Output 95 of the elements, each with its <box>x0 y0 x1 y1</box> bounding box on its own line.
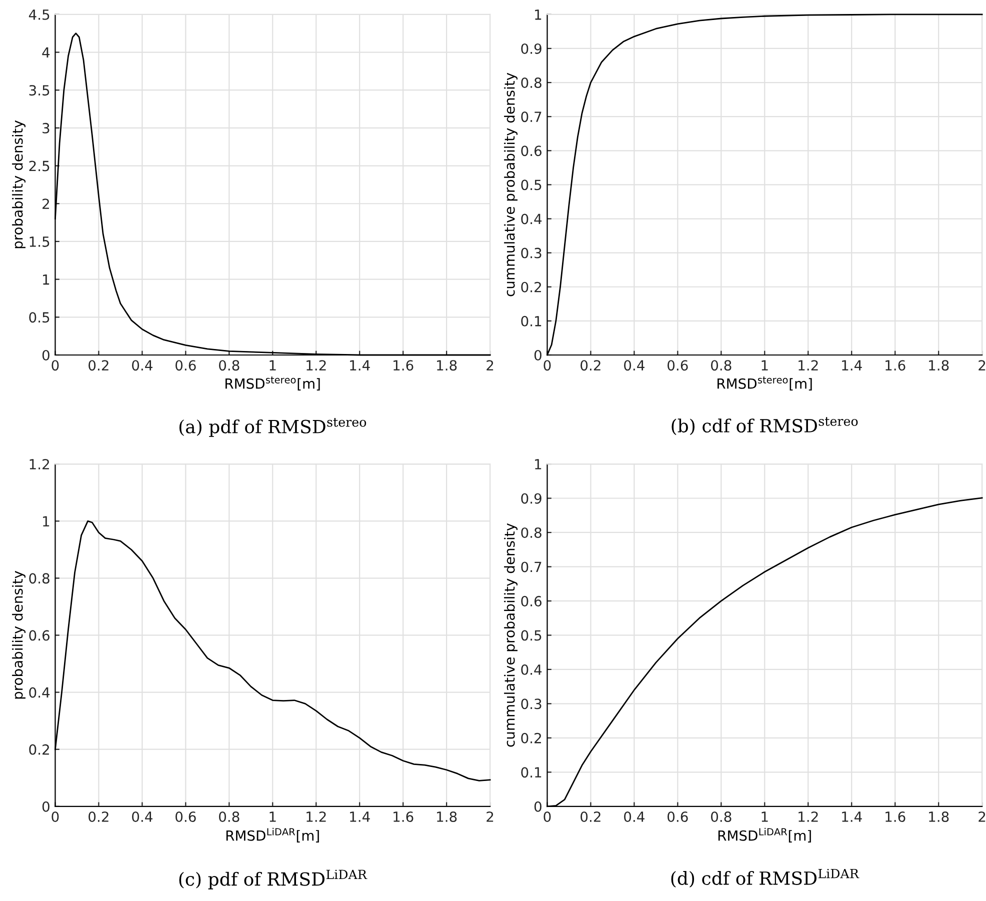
y-axis-title: cummulative probability density <box>504 523 518 747</box>
x-tick-label: 1.4 <box>350 812 370 822</box>
x-tick-label: 1.6 <box>394 812 414 822</box>
x-tick-label: 1.8 <box>929 360 949 371</box>
x-axis-title: RMSD$^{LiDAR}$[m] <box>226 828 319 842</box>
y-tick-label: 0.4 <box>521 214 542 224</box>
y-tick-label: 1 <box>535 459 542 470</box>
y-tick-label: 0 <box>534 801 542 812</box>
x-tick-label: 1.2 <box>306 812 326 822</box>
x-tick-label: 0 <box>52 360 59 371</box>
text: (b) cdf of RMSD$^{stereo}$ <box>672 417 858 436</box>
x-tick-label: 2 <box>978 360 986 370</box>
x-tick-label: 1.2 <box>798 812 818 822</box>
x-tick-label: 0.8 <box>219 812 240 822</box>
x-tick-label: 0.2 <box>580 812 600 822</box>
x-tick-label: 1.4 <box>842 360 862 370</box>
y-tick-label: 0.4 <box>521 664 542 675</box>
y-tick-label: 0.6 <box>521 146 542 156</box>
y-tick-label: 0.8 <box>521 527 542 538</box>
x-tick-label: 2 <box>486 360 494 370</box>
y-tick-label: 0.8 <box>521 78 542 88</box>
y-tick-label: 0.2 <box>29 744 49 755</box>
x-tick-label: 1 <box>762 360 768 370</box>
x-tick-label: 1.8 <box>929 812 949 822</box>
x-tick-label: 0.2 <box>88 360 108 371</box>
x-tick-label: 0.4 <box>132 812 152 822</box>
y-tick-label: 1.2 <box>30 458 49 470</box>
x-tick-label: 0.8 <box>219 360 240 371</box>
x-tick-label: 1 <box>762 812 768 822</box>
y-tick-label: 0.6 <box>521 596 542 606</box>
y-tick-label: 0.8 <box>29 573 50 584</box>
y-tick-label: 0.1 <box>521 316 542 326</box>
x-tick-label: 1 <box>270 812 276 822</box>
x-tick-label: 1.8 <box>437 360 457 371</box>
text: (a) pdf of RMSD$^{stereo}$ <box>179 418 366 437</box>
x-tick-label: 1.2 <box>306 360 326 370</box>
x-tick-label: 0.8 <box>711 360 732 371</box>
text: (d) cdf of RMSD$^{LiDAR}$ <box>671 868 860 888</box>
y-tick-label: 0.7 <box>521 562 542 572</box>
y-tick-label: 0.5 <box>521 630 542 641</box>
x-tick-label: 1.4 <box>350 360 370 370</box>
x-axis-title: RMSD$^{LiDAR}$[m] <box>718 828 811 842</box>
x-tick-label: 0 <box>544 812 551 822</box>
y-tick-label: 0 <box>534 350 542 360</box>
y-tick-label: 1 <box>535 10 542 20</box>
x-tick-label: 2 <box>978 812 986 822</box>
y-tick-label: 0.3 <box>521 248 542 258</box>
y-tick-label: 0.7 <box>521 112 542 122</box>
x-tick-label: 1.2 <box>798 360 818 370</box>
y-tick-label: 1 <box>43 516 50 526</box>
y-tick-label: 2 <box>42 198 49 209</box>
y-tick-label: 0.5 <box>521 180 542 190</box>
y-axis-title: cummulative probability density <box>504 72 518 296</box>
y-tick-label: 0.2 <box>521 282 541 292</box>
y-tick-label: 0.1 <box>521 767 542 778</box>
y-tick-label: 0.3 <box>521 698 542 710</box>
y-tick-label: 0.6 <box>29 630 50 641</box>
x-tick-label: 1 <box>270 360 276 370</box>
y-tick-label: 0.2 <box>521 732 541 744</box>
x-tick-label: 1.6 <box>394 360 414 371</box>
x-axis-title: RMSD$^{stereo}$[m] <box>226 376 320 390</box>
x-tick-label: 0.6 <box>176 360 196 371</box>
x-tick-label: 0.4 <box>132 360 152 371</box>
x-tick-label: 1.6 <box>886 812 906 822</box>
x-tick-label: 0.2 <box>88 812 108 822</box>
y-tick-label: 2.5 <box>29 160 50 172</box>
y-axis-title: probability density <box>12 570 26 699</box>
x-tick-label: 1.6 <box>886 360 906 371</box>
x-tick-label: 0.6 <box>668 812 688 822</box>
x-tick-label: 0 <box>52 812 59 822</box>
text: (c) pdf of RMSD$^{LiDAR}$ <box>179 870 368 890</box>
x-tick-label: 0.4 <box>624 360 644 371</box>
y-tick-label: 1.5 <box>30 236 50 247</box>
x-tick-label: 0.6 <box>176 812 196 822</box>
y-tick-label: 0.9 <box>521 43 542 54</box>
x-tick-label: 1.4 <box>842 812 862 822</box>
y-tick-label: 4 <box>42 47 50 58</box>
x-tick-label: 2 <box>486 812 494 822</box>
y-tick-label: 3 <box>42 122 50 134</box>
x-tick-label: 1.8 <box>437 812 457 822</box>
y-tick-label: 3.5 <box>29 85 50 96</box>
y-tick-label: 0.4 <box>29 687 50 698</box>
y-tick-label: 0.9 <box>521 493 542 504</box>
x-tick-label: 0.6 <box>668 360 688 371</box>
x-tick-label: 0 <box>544 360 551 371</box>
y-tick-label: 0 <box>42 801 50 812</box>
y-tick-label: 0 <box>42 350 50 360</box>
y-tick-label: 0.5 <box>29 312 50 323</box>
x-axis-title: RMSD$^{stereo}$[m] <box>718 376 812 390</box>
x-tick-label: 0.2 <box>580 360 600 371</box>
x-tick-label: 0.4 <box>624 812 644 822</box>
x-tick-label: 0.8 <box>711 812 732 822</box>
y-tick-label: 1 <box>43 274 50 285</box>
y-tick-label: 4.5 <box>28 10 50 20</box>
y-axis-title: probability density <box>12 120 26 248</box>
